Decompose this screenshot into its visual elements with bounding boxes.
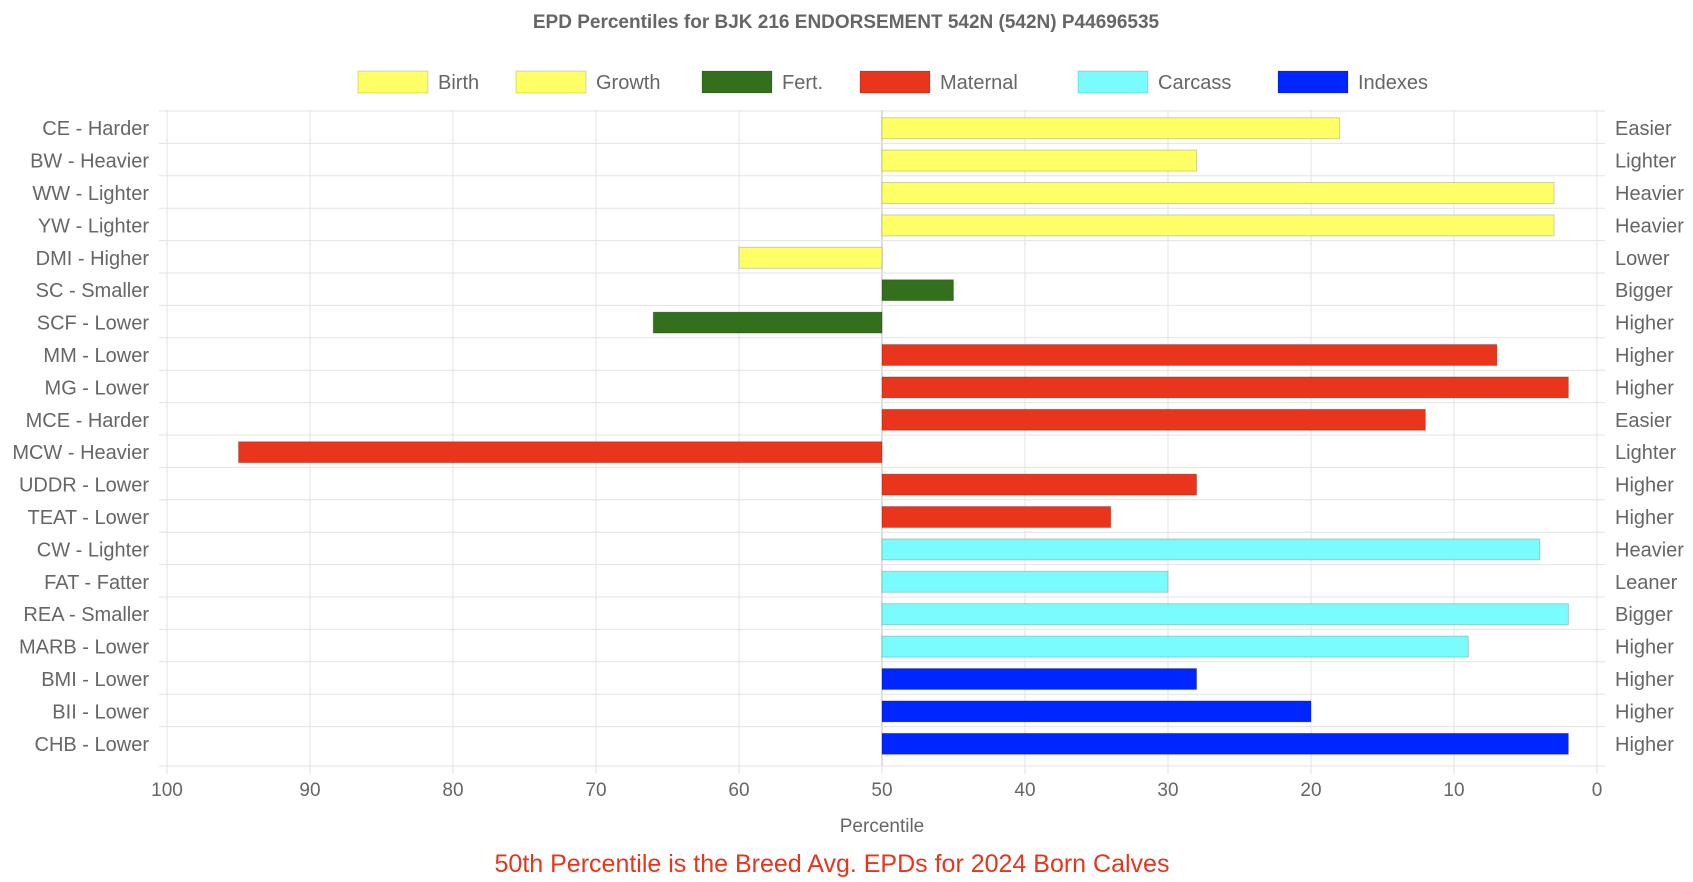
x-tick-label-50: 50 — [871, 780, 892, 801]
category-labels-right: Easier Lighter Heavier Heavier Lower Bigger Hi… — [1615, 118, 1684, 756]
direction-label-ww: Heavier — [1615, 183, 1684, 205]
x-axis-ticks: 100 90 80 70 60 50 40 30 20 10 0 — [151, 780, 1602, 801]
bar-marb[interactable] — [881, 635, 1469, 658]
category-label-teat: TEAT - Lower — [27, 507, 149, 529]
legend-label-fert: Fert. — [782, 72, 823, 94]
bar-yw[interactable] — [881, 214, 1555, 237]
category-label-cw: CW - Lighter — [37, 539, 150, 561]
legend-label-growth: Growth — [596, 72, 660, 94]
bar-mce[interactable] — [881, 408, 1426, 431]
legend-swatch-growth — [515, 70, 587, 94]
bar-ww[interactable] — [881, 182, 1555, 204]
legend-label-birth: Birth — [438, 72, 479, 94]
x-tick-label-20: 20 — [1300, 780, 1321, 801]
category-label-ww: WW - Lighter — [32, 183, 149, 205]
legend: Birth Growth Fert. Maternal Carcass Indexes — [357, 70, 1428, 94]
direction-label-marb: Higher — [1615, 637, 1674, 659]
bar-dmi[interactable] — [738, 246, 883, 269]
category-label-uddr: UDDR - Lower — [19, 475, 149, 497]
category-label-ce: CE - Harder — [42, 118, 149, 140]
direction-label-scf: Higher — [1615, 313, 1674, 335]
direction-label-ce: Easier — [1615, 118, 1672, 140]
bar-ce[interactable] — [881, 117, 1341, 140]
category-label-fat: FAT - Fatter — [44, 572, 149, 594]
bar-rea[interactable] — [881, 603, 1569, 626]
category-label-bmi: BMI - Lower — [41, 669, 149, 691]
bar-bmi[interactable] — [881, 668, 1198, 690]
bar-mcw[interactable] — [238, 441, 883, 464]
bar-teat[interactable] — [881, 506, 1112, 528]
x-tick-label-70: 70 — [585, 780, 606, 801]
bar-bii[interactable] — [881, 700, 1312, 723]
category-labels-left: CE - Harder BW - Heavier WW - Lighter YW - … — [12, 118, 149, 756]
x-tick-label-80: 80 — [442, 780, 463, 801]
legend-label-maternal: Maternal — [940, 72, 1018, 94]
x-tick-label-100: 100 — [151, 780, 183, 801]
category-label-bw: BW - Heavier — [30, 151, 149, 173]
x-tick-label-10: 10 — [1443, 780, 1464, 801]
direction-label-yw: Heavier — [1615, 215, 1684, 237]
bar-fat[interactable] — [881, 570, 1169, 593]
category-label-mce: MCE - Harder — [26, 410, 150, 432]
direction-label-dmi: Lower — [1615, 248, 1670, 270]
x-axis-title: Percentile — [840, 816, 925, 837]
category-label-scf: SCF - Lower — [37, 313, 150, 335]
legend-swatch-birth — [357, 70, 429, 94]
bar-scf[interactable] — [652, 311, 883, 334]
bar-cw[interactable] — [881, 538, 1541, 561]
category-label-mg: MG - Lower — [45, 377, 150, 399]
bar-chb[interactable] — [881, 732, 1569, 755]
direction-label-bii: Higher — [1615, 701, 1674, 723]
x-tick-label-30: 30 — [1157, 780, 1178, 801]
category-label-mcw: MCW - Heavier — [12, 442, 149, 464]
legend-label-carcass: Carcass — [1158, 72, 1231, 94]
grid — [159, 110, 1605, 774]
bars — [238, 117, 1569, 755]
legend-item-fert[interactable]: Fert. — [701, 70, 823, 94]
x-tick-label-0: 0 — [1592, 780, 1603, 801]
direction-label-mce: Easier — [1615, 410, 1672, 432]
category-label-marb: MARB - Lower — [19, 637, 149, 659]
direction-label-chb: Higher — [1615, 734, 1674, 756]
bar-mm[interactable] — [881, 344, 1498, 366]
direction-label-cw: Heavier — [1615, 539, 1684, 561]
category-label-rea: REA - Smaller — [23, 604, 149, 626]
legend-item-carcass[interactable]: Carcass — [1077, 70, 1231, 94]
breed-average-footnote: 50th Percentile is the Breed Avg. EPDs f… — [495, 850, 1170, 878]
legend-label-indexes: Indexes — [1358, 72, 1428, 94]
legend-item-growth[interactable]: Growth — [515, 70, 660, 94]
direction-label-sc: Bigger — [1615, 280, 1673, 302]
bar-bw[interactable] — [881, 149, 1198, 172]
legend-item-maternal[interactable]: Maternal — [859, 70, 1018, 94]
category-label-mm: MM - Lower — [43, 345, 149, 367]
legend-item-birth[interactable]: Birth — [357, 70, 479, 94]
x-tick-label-60: 60 — [728, 780, 749, 801]
category-label-sc: SC - Smaller — [36, 280, 150, 302]
bar-sc[interactable] — [881, 279, 954, 302]
x-tick-label-40: 40 — [1014, 780, 1035, 801]
direction-label-uddr: Higher — [1615, 475, 1674, 497]
legend-swatch-maternal — [859, 70, 931, 94]
direction-label-rea: Bigger — [1615, 604, 1673, 626]
legend-swatch-indexes — [1277, 70, 1349, 94]
direction-label-bw: Lighter — [1615, 151, 1676, 173]
direction-label-mm: Higher — [1615, 345, 1674, 367]
bar-mg[interactable] — [881, 376, 1569, 399]
category-label-yw: YW - Lighter — [38, 215, 149, 237]
category-label-dmi: DMI - Higher — [36, 248, 150, 270]
bar-uddr[interactable] — [881, 473, 1198, 496]
direction-label-fat: Leaner — [1615, 572, 1678, 594]
direction-label-mg: Higher — [1615, 377, 1674, 399]
category-label-chb: CHB - Lower — [35, 734, 150, 756]
direction-label-bmi: Higher — [1615, 669, 1674, 691]
legend-swatch-carcass — [1077, 70, 1149, 94]
direction-label-mcw: Lighter — [1615, 442, 1676, 464]
direction-label-teat: Higher — [1615, 507, 1674, 529]
legend-item-indexes[interactable]: Indexes — [1277, 70, 1428, 94]
x-tick-label-90: 90 — [299, 780, 320, 801]
category-label-bii: BII - Lower — [52, 701, 149, 723]
legend-swatch-fert — [701, 70, 773, 94]
chart-title: EPD Percentiles for BJK 216 ENDORSEMENT … — [533, 12, 1160, 33]
